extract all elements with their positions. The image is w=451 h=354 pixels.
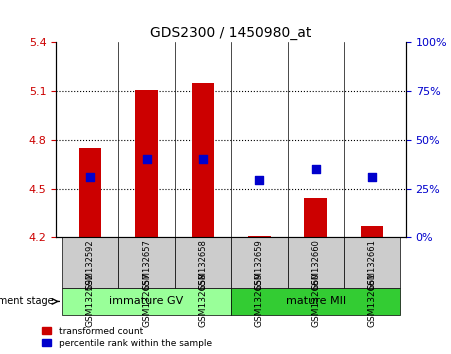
Text: GSM132592: GSM132592 — [86, 272, 95, 327]
Text: mature MII: mature MII — [285, 296, 346, 307]
Bar — [288, 237, 344, 288]
Bar — [79, 148, 101, 237]
Point — [368, 174, 376, 180]
Text: GSM132660: GSM132660 — [311, 272, 320, 327]
Bar — [62, 237, 118, 288]
Text: GSM132657: GSM132657 — [142, 240, 151, 290]
Bar — [118, 237, 175, 288]
Point — [143, 156, 150, 162]
Bar — [304, 198, 327, 237]
Bar — [361, 226, 383, 237]
Legend: transformed count, percentile rank within the sample: transformed count, percentile rank withi… — [41, 325, 214, 349]
Text: development stage: development stage — [0, 296, 54, 307]
Point — [87, 174, 94, 180]
Text: immature GV: immature GV — [110, 296, 184, 307]
Text: GSM132657: GSM132657 — [142, 272, 151, 327]
Point — [256, 178, 263, 183]
Point — [199, 156, 207, 162]
Text: GSM132592: GSM132592 — [86, 240, 95, 290]
Text: GSM132661: GSM132661 — [368, 272, 377, 327]
Point — [312, 166, 319, 172]
Text: GSM132659: GSM132659 — [255, 240, 264, 290]
Bar — [231, 288, 400, 315]
Bar — [62, 288, 231, 315]
Text: GSM132661: GSM132661 — [368, 240, 377, 290]
Bar — [135, 90, 158, 237]
Bar — [192, 83, 214, 237]
Bar — [175, 237, 231, 288]
Title: GDS2300 / 1450980_at: GDS2300 / 1450980_at — [151, 26, 312, 40]
Text: GSM132659: GSM132659 — [255, 272, 264, 327]
Bar — [248, 235, 271, 237]
Text: GSM132660: GSM132660 — [311, 240, 320, 290]
Text: GSM132658: GSM132658 — [198, 272, 207, 327]
Text: GSM132658: GSM132658 — [198, 240, 207, 290]
Bar — [344, 237, 400, 288]
Bar — [231, 237, 288, 288]
